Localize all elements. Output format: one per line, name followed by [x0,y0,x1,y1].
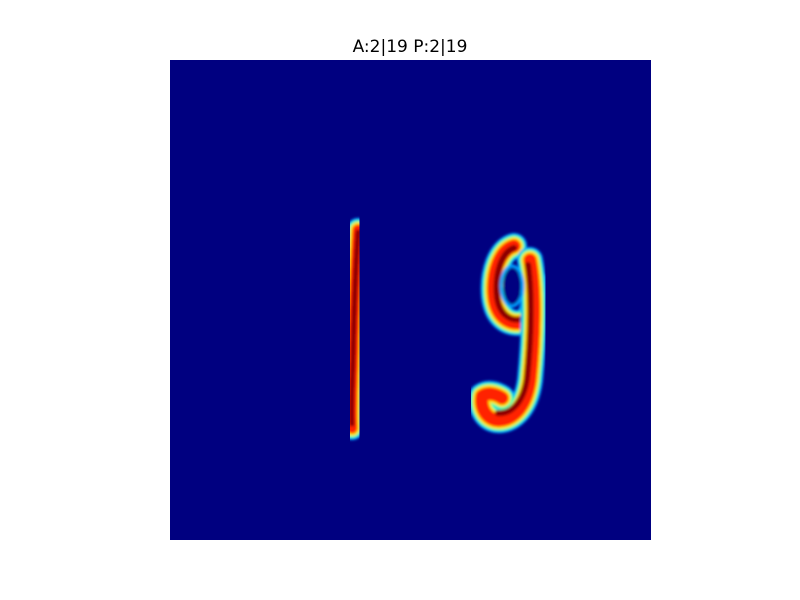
figure-title: A:2|19 P:2|19 [352,37,468,57]
digit-one-glyph [339,218,370,440]
digit-nine-glyph [468,233,548,434]
digit-heatmap-image [170,60,651,540]
heatmap-background [170,60,651,540]
